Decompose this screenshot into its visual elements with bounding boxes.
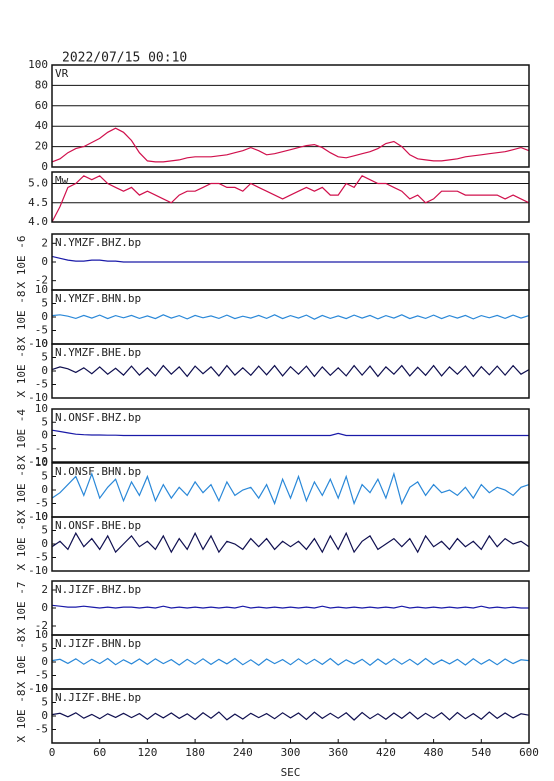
x-tick-label: 540	[471, 746, 491, 759]
y-tick-label: 0	[41, 364, 48, 377]
y-tick-label: 0	[41, 655, 48, 668]
y-tick-label: 5	[41, 696, 48, 709]
trace	[51, 255, 529, 263]
y-tick-label: -10	[28, 455, 48, 468]
y-tick-label: 5	[41, 297, 48, 310]
trace	[51, 364, 530, 378]
panel-label: N.YMZF.BHE.bp	[55, 346, 141, 359]
trace	[51, 657, 530, 666]
panel-label: N.JIZF.BHZ.bp	[55, 583, 141, 596]
unit-label: X 10E -8	[15, 690, 28, 743]
panel-label: N.ONSF.BHE.bp	[55, 519, 141, 532]
y-tick-label: -10	[28, 682, 48, 695]
x-tick-label: 600	[519, 746, 539, 759]
y-tick-label: 5	[41, 351, 48, 364]
y-tick-label: 60	[35, 99, 48, 112]
trace	[51, 604, 529, 609]
trace	[51, 531, 530, 554]
y-tick-label: -10	[28, 337, 48, 350]
trace	[51, 175, 530, 223]
y-tick-label: 5	[41, 524, 48, 537]
trace	[51, 314, 530, 320]
x-tick-label: 360	[328, 746, 348, 759]
y-tick-label: -5	[35, 497, 48, 510]
y-tick-label: 5	[41, 415, 48, 428]
y-tick-label: 0	[41, 483, 48, 496]
y-tick-label: 10	[35, 283, 48, 296]
y-tick-label: -10	[28, 391, 48, 404]
y-tick-label: 0	[41, 601, 48, 614]
y-tick-label: 5.0	[28, 177, 48, 190]
y-tick-label: 0	[41, 709, 48, 722]
unit-label: X 10E -8	[15, 518, 28, 571]
trace	[51, 711, 530, 721]
y-tick-label: -5	[35, 551, 48, 564]
y-tick-label: 4.0	[28, 215, 48, 228]
y-tick-label: 0	[41, 255, 48, 268]
trace	[51, 127, 530, 163]
panel-label: Mw	[55, 174, 69, 187]
unit-label: X 10E -7	[15, 582, 28, 635]
y-tick-label: 100	[28, 58, 48, 71]
y-tick-label: 4.5	[28, 196, 48, 209]
x-axis-label: SEC	[281, 766, 301, 779]
y-tick-label: 10	[35, 510, 48, 523]
y-tick-label: -5	[35, 669, 48, 682]
y-tick-label: -5	[35, 378, 48, 391]
y-tick-label: 0	[41, 429, 48, 442]
y-tick-label: -2	[35, 274, 48, 287]
panel-label: N.JIZF.BHN.bp	[55, 637, 141, 650]
y-tick-label: 0	[41, 537, 48, 550]
y-tick-label: 5	[41, 470, 48, 483]
trace	[51, 471, 530, 506]
y-tick-label: 2	[41, 583, 48, 596]
panel-label: N.JIZF.BHE.bp	[55, 691, 141, 704]
y-tick-label: 0	[41, 310, 48, 323]
x-tick-label: 60	[93, 746, 106, 759]
panel-label: N.ONSF.BHZ.bp	[55, 411, 141, 424]
unit-label: X 10E -8	[15, 636, 28, 689]
panel-frame	[51, 408, 530, 463]
panel-frame	[51, 64, 530, 168]
unit-label: X 10E -4	[15, 409, 28, 462]
y-tick-label: 5	[41, 642, 48, 655]
x-tick-label: 420	[376, 746, 396, 759]
y-tick-label: 20	[35, 140, 48, 153]
y-tick-label: 10	[35, 628, 48, 641]
panel-frame	[51, 516, 530, 572]
panel-label: N.YMZF.BHN.bp	[55, 292, 141, 305]
unit-label: X 10E -6	[15, 236, 28, 289]
y-tick-label: 0	[41, 160, 48, 173]
chart-title: 2022/07/15 00:10	[62, 51, 187, 66]
x-tick-label: 300	[281, 746, 301, 759]
y-tick-label: 2	[41, 236, 48, 249]
x-tick-label: 0	[49, 746, 56, 759]
y-tick-label: -5	[35, 723, 48, 736]
y-tick-label: -10	[28, 564, 48, 577]
y-tick-label: 10	[35, 682, 48, 695]
x-tick-label: 480	[424, 746, 444, 759]
panel-frame	[51, 343, 530, 399]
panel-label: VR	[55, 67, 69, 80]
x-tick-label: 240	[233, 746, 253, 759]
unit-label: X 10E -8	[15, 345, 28, 398]
trace	[51, 429, 529, 437]
y-tick-label: 10	[35, 402, 48, 415]
y-tick-label: 10	[35, 456, 48, 469]
x-tick-label: 120	[137, 746, 157, 759]
y-tick-label: 40	[35, 119, 48, 132]
panel-frame	[51, 171, 530, 223]
y-tick-label: -5	[35, 324, 48, 337]
y-tick-label: -10	[28, 510, 48, 523]
y-tick-label: -2	[35, 619, 48, 632]
y-tick-label: 80	[35, 78, 48, 91]
unit-label: X 10E -8	[15, 464, 28, 517]
panel-label: N.YMZF.BHZ.bp	[55, 236, 141, 249]
y-tick-label: -5	[35, 442, 48, 455]
x-tick-label: 180	[185, 746, 205, 759]
unit-label: X 10E -8	[15, 291, 28, 344]
panel-label: N.ONSF.BHN.bp	[55, 465, 141, 478]
y-tick-label: 10	[35, 337, 48, 350]
